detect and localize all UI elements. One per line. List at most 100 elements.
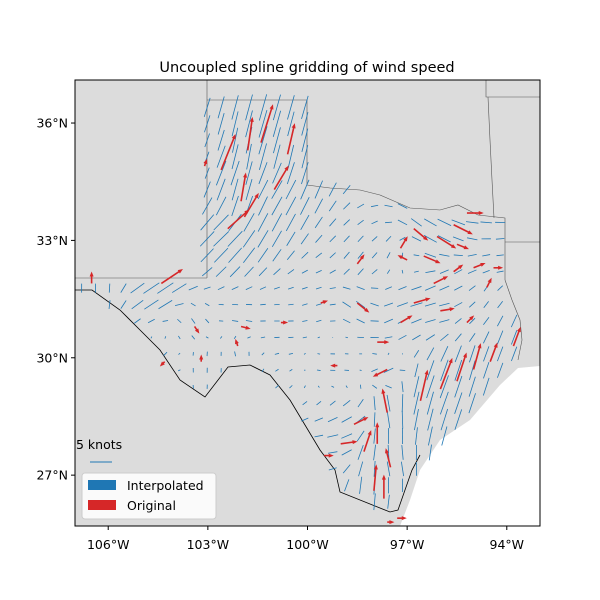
interpolated-vector [300,179,310,200]
interpolated-vector [440,359,449,381]
original-vector-head [480,262,486,267]
original-vector-head [235,338,239,345]
original-vector-head [478,211,484,216]
interpolated-vector [452,236,464,242]
interpolated-vector [426,360,435,381]
interpolated-vector [359,476,363,494]
interpolated-vector [273,127,281,154]
interpolated-vector [469,360,476,381]
interpolated-vector [271,196,283,216]
interpolated-vector [202,197,213,215]
interpolated-vector [286,250,295,261]
interpolated-vector [343,202,351,210]
original-vector-head [389,520,395,525]
original-vector [280,320,289,325]
interpolated-vector [315,270,322,274]
interpolated-vector [357,444,364,460]
interpolated-vector [131,299,144,310]
original-vector [330,363,338,368]
original-vector-head [463,352,467,358]
interpolated-vector [258,267,268,277]
original-vector-shaft [436,235,455,248]
interpolated-vector [466,237,478,241]
interpolated-vector [257,230,269,248]
interpolated-vector [287,95,295,120]
interpolated-vector [357,219,364,225]
legend-swatch-interpolated [88,480,116,490]
interpolated-vector [258,126,268,155]
interpolated-vector [439,375,449,399]
interpolated-vector [329,252,336,259]
original-vector-head [424,369,429,375]
interpolated-vector [272,249,282,262]
interpolated-vector [216,145,226,168]
interpolated-vector [384,318,394,324]
original-vectors [89,104,521,525]
original-vector [419,369,429,401]
interpolated-vector [387,352,390,355]
original-vector-head [203,158,208,165]
interpolated-vector [203,181,211,198]
interpolated-vector [410,218,422,227]
interpolated-vector [357,235,364,243]
interpolated-vector [413,254,420,257]
interpolated-vector [425,319,436,323]
original-vector [466,211,484,216]
interpolated-vector [483,331,490,344]
original-vector [203,158,208,167]
interpolated-vector [397,302,408,307]
interpolated-vector [386,410,391,429]
original-vector [436,235,457,249]
interpolated-vector [204,303,210,307]
original-vector [356,254,365,265]
interpolated-vector [162,320,169,322]
original-vector [423,255,441,264]
x-tick-label: 106°W [87,537,129,552]
original-vector-head [493,342,498,348]
interpolated-vector [373,396,376,411]
interpolated-vector [342,464,351,474]
original-vector-head [231,133,236,140]
interpolated-vector [424,302,436,307]
quiver-key-label: 5 knots [76,437,122,452]
interpolated-vector [213,214,229,231]
interpolated-vector [401,269,404,274]
interpolated-vector [247,336,251,339]
interpolated-vector [143,282,160,294]
interpolated-vector [147,318,155,324]
original-vector-shaft [456,355,467,382]
interpolated-vector [415,427,418,445]
original-vector-shaft [373,467,377,491]
interpolated-vector [243,213,255,232]
interpolated-vector [316,319,322,323]
interpolated-vector [314,180,323,199]
original-vector-head [463,245,469,250]
original-vector-shaft [419,372,428,401]
original-vector [466,315,475,324]
interpolated-vector [356,430,365,442]
interpolated-vector [227,230,243,247]
original-vector-head [243,172,248,178]
original-vector-head [423,235,429,241]
interpolated-vector [329,269,336,274]
original-vector-head [245,325,251,330]
interpolated-vector [511,346,518,362]
x-axis-ticks: 106°W 103°W 100°W 97°W 94°W [87,526,524,552]
original-vector-head [498,265,504,270]
interpolated-vector [301,112,309,136]
original-vector [489,342,498,362]
original-vector-head [372,372,379,377]
interpolated-vector [441,426,448,446]
interpolated-vector [469,333,476,342]
interpolated-vector [260,336,266,339]
original-vector-shaft [220,136,236,171]
interpolated-vector [273,144,281,169]
original-vector-shaft [433,276,446,285]
interpolated-vector [190,302,196,307]
interpolated-vector [384,204,393,208]
original-vector-shaft [512,329,521,347]
interpolated-vector [414,270,419,273]
interpolated-vector [401,445,404,460]
